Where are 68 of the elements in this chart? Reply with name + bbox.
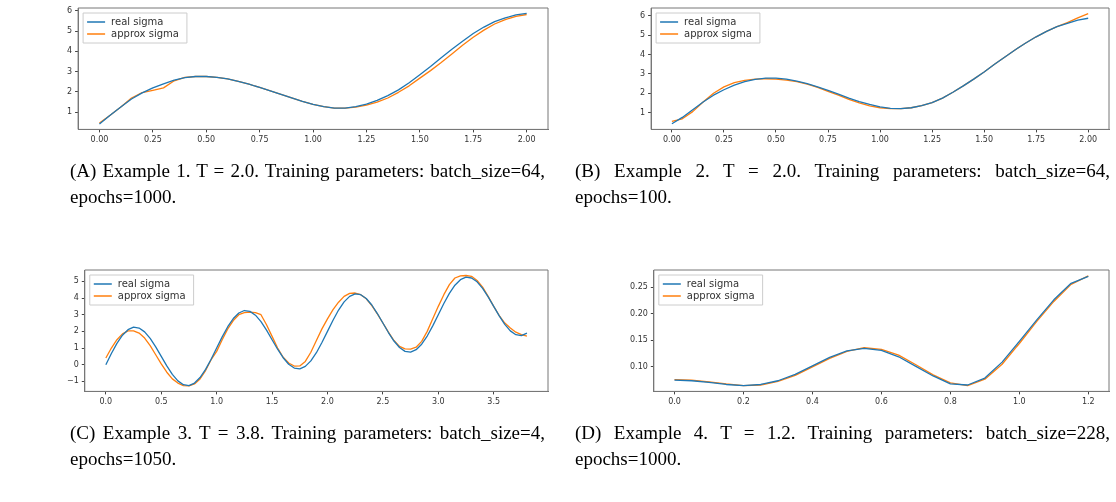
y-tick-label: 6 (640, 11, 646, 20)
y-tick-label: −1 (67, 376, 79, 386)
legend-label: real sigma (111, 15, 164, 27)
x-tick-label: 0.5 (154, 397, 168, 407)
x-tick-label: 1.00 (304, 135, 322, 145)
legend-label: approx sigma (111, 27, 179, 39)
x-tick-label: 1.0 (1012, 397, 1026, 407)
y-tick-label: 0.25 (630, 282, 648, 292)
y-tick-label: 4 (67, 46, 73, 56)
y-tick-label: 1 (67, 107, 73, 117)
y-tick-label: 5 (640, 30, 646, 40)
x-tick-label: 0.00 (90, 135, 109, 145)
x-tick-label: 3.0 (431, 397, 445, 407)
text: (B) Example 2. T = 2.0. Training parameters: batch_size=64, epochs=100. (575, 159, 1110, 209)
x-tick-label: 1.50 (410, 135, 429, 145)
x-tick-label: 1.0 (210, 397, 224, 407)
legend-label: real sigma (117, 277, 171, 289)
y-tick-label: 0.20 (630, 308, 648, 318)
y-tick-label: 0.15 (630, 335, 648, 345)
legend-label: real sigma (686, 277, 740, 289)
x-tick-label: 0.0 (668, 397, 681, 407)
text: (A) Example 1. T = 2.0. Training parameters: batch_size=64, epochs=1000. (70, 159, 545, 209)
y-tick-label: 6 (67, 5, 73, 15)
y-tick-label: 5 (73, 276, 79, 286)
x-tick-label: 0.50 (197, 135, 216, 145)
x-tick-label: 0.25 (715, 135, 733, 145)
y-tick-label: 1 (640, 107, 646, 117)
x-tick-label: 0.6 (875, 397, 888, 407)
legend-label: approx sigma (117, 289, 186, 301)
x-tick-label: 0.25 (143, 135, 162, 145)
x-tick-label: 0.4 (806, 397, 819, 407)
x-tick-label: 2.5 (376, 397, 390, 407)
x-tick-label: 1.25 (357, 135, 376, 145)
x-tick-label: 3.5 (487, 397, 501, 407)
y-tick-label: 4 (73, 293, 79, 303)
x-tick-label: 0.00 (663, 135, 681, 145)
y-tick-label: 3 (67, 66, 73, 76)
y-tick-label: 2 (640, 88, 646, 98)
x-tick-label: 0.75 (250, 135, 269, 145)
x-tick-label: 1.5 (265, 397, 279, 407)
x-tick-label: 1.75 (1027, 135, 1046, 145)
y-tick-label: 3 (640, 69, 646, 78)
y-tick-label: 5 (67, 26, 73, 36)
x-tick-label: 0.0 (99, 397, 113, 407)
x-tick-label: 2.00 (1079, 135, 1098, 145)
x-tick-label: 1.00 (871, 135, 889, 145)
y-tick-label: 2 (67, 86, 73, 96)
y-tick-label: 4 (640, 49, 646, 59)
text: (C) Example 3. T = 3.8. Training parameters: batch_size=4, epochs=1050. (70, 421, 545, 471)
x-tick-label: 1.50 (975, 135, 994, 145)
text: (D) Example 4. T = 1.2. Training parameters: batch_size=228, epochs=1000. (575, 421, 1110, 471)
y-tick-label: 2 (73, 326, 79, 336)
y-tick-label: 1 (73, 343, 79, 353)
x-tick-label: 0.75 (819, 135, 837, 145)
legend-label: approx sigma (686, 289, 755, 301)
x-tick-label: 1.75 (464, 135, 483, 145)
x-tick-label: 0.8 (944, 397, 957, 407)
legend-label: approx sigma (684, 27, 752, 39)
legend-label: real sigma (684, 15, 737, 27)
x-tick-label: 0.50 (767, 135, 785, 145)
y-tick-label: 0.10 (630, 361, 648, 371)
x-tick-label: 0.2 (737, 397, 750, 407)
x-tick-label: 1.25 (923, 135, 941, 145)
x-tick-label: 2.00 (517, 135, 536, 145)
y-tick-label: 3 (73, 309, 79, 319)
y-tick-label: 0 (73, 359, 79, 369)
x-tick-label: 1.2 (1081, 397, 1095, 407)
x-tick-label: 2.0 (321, 397, 334, 407)
